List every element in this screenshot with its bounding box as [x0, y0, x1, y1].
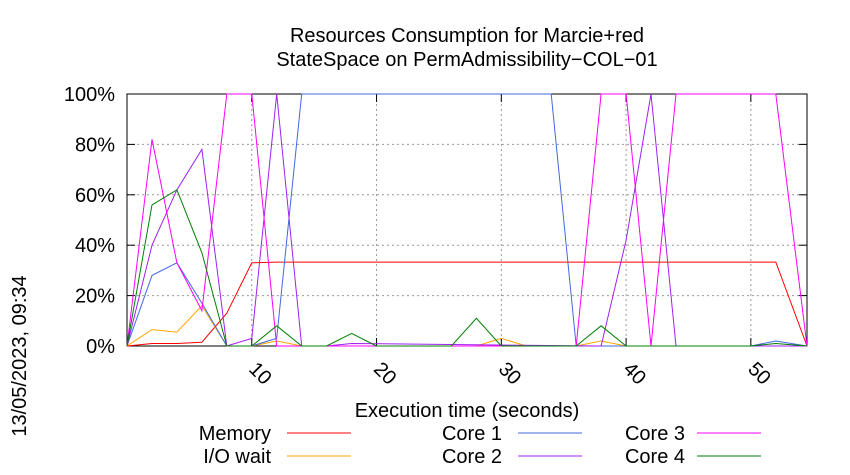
x-tick-label: 30 [494, 358, 525, 389]
legend-label-core-3: Core 3 [625, 423, 685, 445]
y-tick-label: 60% [75, 185, 115, 207]
y-tick-label: 0% [86, 336, 115, 358]
grid-lines [127, 94, 807, 346]
legend-label-core-4: Core 4 [625, 446, 685, 468]
legend-label-i-o-wait: I/O wait [203, 446, 271, 468]
x-tick-label: 10 [244, 358, 275, 389]
chart-title-line-1: Resources Consumption for Marcie+red [290, 25, 644, 47]
timestamp-label: 13/05/2023, 09:34 [9, 275, 31, 436]
x-tick-label: 40 [619, 358, 650, 389]
x-tick-label: 20 [369, 358, 400, 389]
series-line-i-o-wait [126, 304, 807, 347]
series-line-memory [126, 261, 808, 347]
chart-title-line-2: StateSpace on PermAdmissibility−COL−01 [276, 49, 657, 71]
legend-label-core-2: Core 2 [442, 446, 502, 468]
y-axis-ticks: 0% 20% 40% 60% 80% 100% [64, 84, 807, 358]
x-tick-label: 50 [743, 358, 774, 389]
legend-label-core-1: Core 1 [442, 423, 502, 445]
legend-label-memory: Memory [199, 423, 271, 445]
series-lines [126, 93, 808, 347]
y-tick-label: 20% [75, 286, 115, 308]
x-axis-label: Execution time (seconds) [355, 400, 580, 422]
series-line-core-4 [126, 189, 808, 347]
y-tick-label: 100% [64, 84, 115, 106]
y-tick-label: 40% [75, 235, 115, 257]
y-tick-label: 80% [75, 134, 115, 156]
